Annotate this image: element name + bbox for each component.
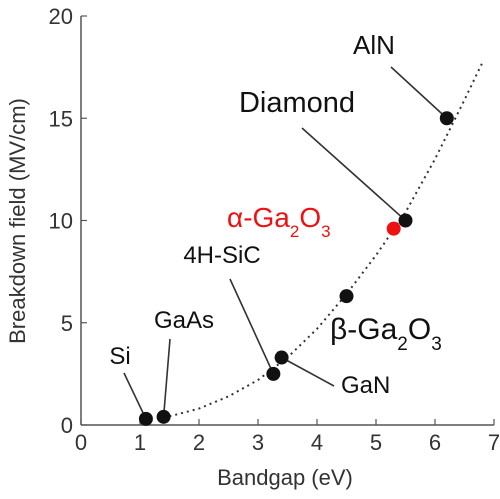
- y-tick-label: 10: [49, 209, 73, 234]
- y-tick-label: 15: [49, 106, 73, 131]
- point-4h-sic: [266, 366, 281, 381]
- label-text: 4H-SiC: [183, 242, 260, 269]
- label-gaas: GaAs: [154, 307, 214, 334]
- label-text: Si: [109, 343, 130, 370]
- label-text: α-Ga: [227, 202, 290, 233]
- x-axis-label: Bandgap (eV): [217, 465, 353, 490]
- label-beta-ga2o3: β-Ga2O3: [330, 313, 442, 355]
- x-tick-label: 3: [252, 430, 264, 455]
- y-tick-label: 0: [61, 413, 73, 438]
- leader-4h-sic: [229, 278, 275, 375]
- data-points: [138, 111, 454, 426]
- point-si: [138, 411, 153, 426]
- x-tick-label: 0: [75, 430, 87, 455]
- label-subscript: 3: [321, 222, 330, 241]
- label-subscript: 3: [431, 334, 442, 355]
- y-tick-label: 20: [49, 4, 73, 29]
- point-gaas: [156, 409, 171, 424]
- leader-gaas: [162, 338, 171, 417]
- point-beta-ga2o3: [339, 289, 354, 304]
- leader-gan: [281, 356, 335, 387]
- label-si: Si: [109, 343, 130, 370]
- trend-line: [157, 62, 484, 420]
- point-diamond: [398, 213, 413, 228]
- label-subscript: 2: [397, 334, 408, 355]
- label-text: β-Ga: [330, 313, 398, 346]
- x-tick-label: 2: [193, 430, 205, 455]
- leader-si: [123, 372, 147, 420]
- label-text: O: [299, 202, 321, 233]
- y-axis-label: Breakdown field (MV/cm): [5, 98, 30, 344]
- x-tick-label: 1: [134, 430, 146, 455]
- point-alpha-ga2o3: [386, 221, 401, 236]
- point-gan: [274, 350, 289, 365]
- y-tick-label: 5: [61, 311, 73, 336]
- label-text: O: [408, 313, 431, 346]
- label-subscript: 2: [290, 222, 299, 241]
- leader-diamond: [301, 127, 407, 222]
- label-text: Diamond: [239, 87, 355, 119]
- axis-ticks: 0 1 2 3 4 5 6 7 0 5 10 15 20: [49, 4, 500, 455]
- label-text: GaN: [341, 372, 390, 399]
- label-gan: GaN: [341, 372, 390, 399]
- leader-lines: [123, 66, 448, 420]
- label-text: AlN: [353, 30, 395, 60]
- point-aln: [439, 111, 454, 126]
- label-aln: AlN: [353, 30, 395, 60]
- label-4h-sic: 4H-SiC: [183, 242, 260, 269]
- leader-aln: [390, 66, 448, 119]
- label-text: GaAs: [154, 307, 214, 334]
- label-diamond: Diamond: [239, 87, 355, 119]
- x-tick-label: 7: [488, 430, 500, 455]
- x-tick-label: 6: [429, 430, 441, 455]
- x-tick-label: 4: [311, 430, 323, 455]
- x-tick-label: 5: [370, 430, 382, 455]
- label-alpha-ga2o3: α-Ga2O3: [227, 202, 331, 241]
